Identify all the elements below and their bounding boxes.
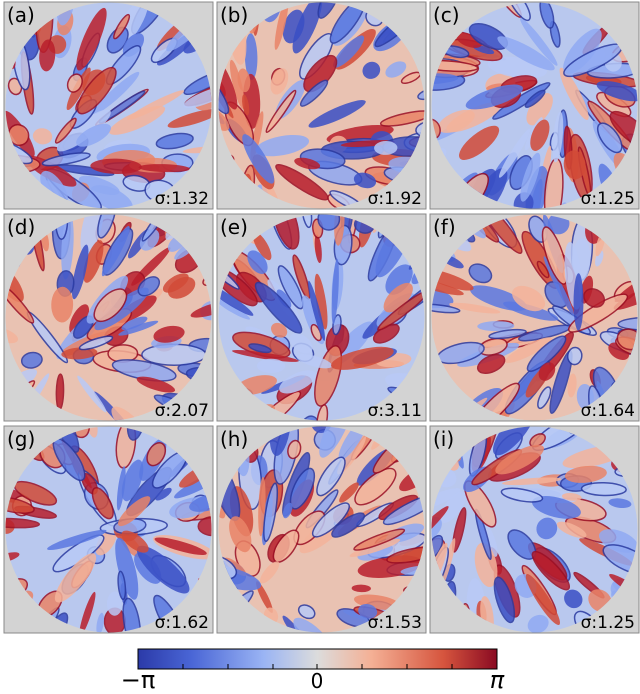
colorbar-mid-label: 0 [311, 669, 324, 693]
panel: (c) σ:1.25 [403, 0, 640, 237]
panel: (h) σ:1.53 [194, 395, 455, 662]
sigma-annotation: σ:1.64 [581, 401, 635, 421]
panel: (i) σ:1.25 [401, 399, 640, 671]
panel: (a) σ:1.32 [0, 0, 249, 229]
sigma-annotation: σ:1.25 [581, 189, 635, 209]
sigma-annotation: σ:1.62 [155, 613, 209, 633]
panel-label: (f) [433, 215, 456, 239]
panel: (d) σ:2.07 [0, 183, 248, 451]
panel-label: (d) [7, 215, 35, 239]
sigma-annotation: σ:1.32 [155, 189, 209, 209]
panel-label: (c) [433, 3, 460, 27]
sigma-annotation: σ:1.92 [368, 189, 422, 209]
panel-label: (a) [7, 3, 35, 27]
colorbar-min-label: −π [121, 666, 156, 694]
panel-label: (h) [220, 427, 248, 451]
panel-label: (b) [220, 3, 248, 27]
panel: (e) σ:3.11 [191, 180, 454, 443]
sigma-annotation: σ:1.25 [581, 613, 635, 633]
colorbar: −π 0 π [121, 649, 505, 694]
sigma-annotation: σ:3.11 [368, 401, 422, 421]
sigma-annotation: σ:2.07 [155, 401, 209, 421]
panel-label: (i) [433, 427, 454, 451]
panel-label: (g) [7, 427, 35, 451]
sigma-annotation: σ:1.53 [368, 613, 422, 633]
figure: (a) σ:1.32 (b) σ:1.92 (c) σ:1.25 (d) σ:2.07 (e) σ… [0, 0, 640, 694]
panel: (b) σ:1.92 [188, 0, 449, 236]
panel: (f) σ:1.64 [402, 186, 640, 444]
panel-label: (e) [220, 215, 248, 239]
panel: (g) σ:1.62 [0, 391, 242, 666]
panels: (a) σ:1.32 (b) σ:1.92 (c) σ:1.25 (d) σ:2.07 (e) σ… [0, 0, 640, 671]
colorbar-max-label: π [490, 666, 505, 694]
